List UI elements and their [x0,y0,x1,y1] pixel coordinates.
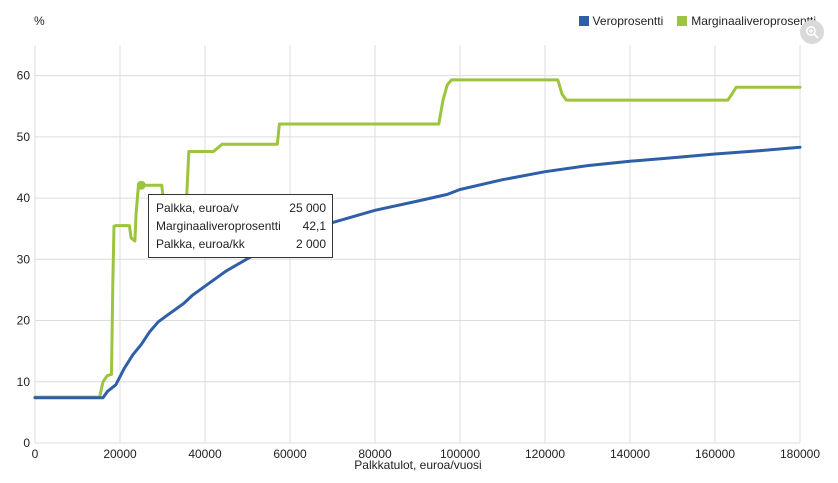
tooltip-value: 2 000 [295,237,326,251]
x-tick-label: 100000 [440,447,480,461]
x-axis-label-text: Palkkatulot, euroa/vuosi [354,458,482,472]
x-axis-ticks: 0 20000 40000 60000 80000 100000 120000 140000 1… [32,447,821,461]
tooltip-row: Palkka, euroa/kk 2 000 [156,235,326,253]
legend: Veroprosentti Marginaaliveroprosentti [578,14,816,28]
legend-swatch-marginaaliveroprosentti [677,16,688,26]
tooltip-row: Marginaaliveroprosentti 42,1 [156,217,326,235]
y-tick-label: 0 [23,436,30,450]
series-line-marginaaliveroprosentti [33,78,802,399]
tooltip-label: Palkka, euroa/v [156,201,239,215]
x-tick-label: 180000 [780,447,820,461]
y-tick-label: 40 [17,191,31,205]
markers [136,180,146,190]
y-axis-label: % [34,14,45,28]
x-tick-label: 40000 [188,447,222,461]
x-axis-label: Palkkatulot, euroa/vuosi [0,458,838,472]
legend-item-marginaaliveroprosentti[interactable]: Marginaaliveroprosentti [677,14,816,28]
y-tick-label: 30 [17,252,31,266]
x-tick-label: 0 [32,447,39,461]
series-line-veroprosentti [33,145,802,400]
tooltip-label: Marginaaliveroprosentti [156,219,281,233]
legend-label-veroprosentti: Veroprosentti [592,14,664,28]
x-tick-label: 60000 [273,447,307,461]
y-tick-label: 50 [17,130,31,144]
x-tick-label: 20000 [103,447,137,461]
legend-swatch-veroprosentti [578,16,589,26]
legend-label-marginaaliveroprosentti: Marginaaliveroprosentti [691,14,816,28]
y-tick-label: 10 [17,375,31,389]
y-axis-ticks: 0 10 20 30 40 50 60 [17,69,31,450]
y-tick-label: 60 [17,69,31,83]
x-tick-label: 120000 [525,447,565,461]
x-tick-label: 140000 [610,447,650,461]
x-tick-label: 160000 [695,447,735,461]
magnifier-glyph [806,26,819,39]
tooltip-label: Palkka, euroa/kk [156,237,245,251]
x-tick-label: 80000 [358,447,392,461]
highlight-marker [136,180,146,190]
tooltip-row: Palkka, euroa/v 25 000 [156,199,326,217]
tooltip: Palkka, euroa/v 25 000 Marginaaliveropro… [148,194,333,258]
legend-item-veroprosentti[interactable]: Veroprosentti [578,14,664,28]
series-lines [33,78,802,400]
tooltip-value: 42,1 [302,219,326,233]
tooltip-value: 25 000 [289,201,326,215]
y-tick-label: 20 [17,314,31,328]
zoom-icon[interactable] [800,20,824,44]
